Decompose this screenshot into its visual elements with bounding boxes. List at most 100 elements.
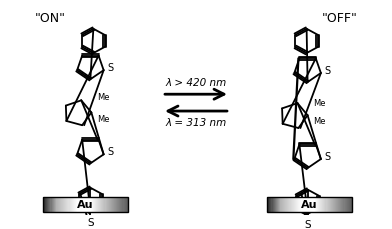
Bar — [60, 197, 61, 212]
Bar — [74, 197, 75, 212]
Bar — [111, 197, 112, 212]
Bar — [80, 197, 81, 212]
Bar — [287, 197, 289, 212]
Bar — [53, 197, 54, 212]
Text: Au: Au — [301, 199, 318, 210]
Bar — [300, 197, 301, 212]
Text: Me: Me — [97, 93, 110, 101]
Bar — [327, 197, 328, 212]
Bar — [83, 197, 84, 212]
Bar — [59, 197, 60, 212]
Bar — [100, 197, 101, 212]
Text: "OFF": "OFF" — [321, 12, 358, 25]
Text: S: S — [304, 220, 311, 229]
Bar — [278, 197, 279, 212]
Bar — [295, 197, 296, 212]
Bar — [286, 197, 287, 212]
Bar — [292, 197, 293, 212]
Bar — [349, 197, 350, 212]
Bar — [336, 197, 337, 212]
Bar — [64, 197, 65, 212]
Bar — [93, 197, 94, 212]
Bar — [269, 197, 270, 212]
Bar — [65, 197, 66, 212]
Bar — [63, 197, 64, 212]
Bar — [320, 197, 321, 212]
Bar — [332, 197, 333, 212]
Text: S: S — [107, 63, 113, 73]
Bar — [97, 197, 98, 212]
Bar — [56, 197, 57, 212]
Bar — [99, 197, 100, 212]
Bar — [62, 197, 63, 212]
Bar — [301, 197, 302, 212]
Bar — [125, 197, 127, 212]
Bar — [105, 197, 107, 212]
Bar — [104, 197, 105, 212]
Bar — [314, 197, 315, 212]
Bar — [302, 197, 303, 212]
Text: Me: Me — [313, 99, 326, 108]
Bar — [115, 197, 116, 212]
Text: S: S — [107, 147, 113, 157]
Bar — [293, 197, 294, 212]
Text: Au: Au — [77, 199, 94, 210]
Bar — [282, 197, 283, 212]
Bar — [285, 197, 286, 212]
Bar — [304, 197, 305, 212]
Bar — [276, 197, 277, 212]
Bar — [89, 197, 90, 212]
Bar — [305, 197, 307, 212]
Bar — [51, 197, 53, 212]
Bar — [54, 197, 55, 212]
Bar — [66, 197, 67, 212]
Bar — [335, 197, 336, 212]
Text: λ > 420 nm: λ > 420 nm — [165, 78, 227, 88]
Bar — [73, 197, 74, 212]
Bar — [280, 197, 281, 212]
Bar — [75, 197, 76, 212]
Bar — [85, 197, 87, 212]
Text: λ = 313 nm: λ = 313 nm — [165, 117, 227, 128]
Bar — [98, 197, 99, 212]
Bar — [113, 197, 114, 212]
Bar — [343, 197, 345, 212]
Bar — [340, 197, 341, 212]
Bar — [330, 197, 331, 212]
Bar — [325, 197, 327, 212]
Bar — [58, 197, 59, 212]
Bar — [43, 197, 128, 212]
Bar — [69, 197, 71, 212]
Bar — [76, 197, 77, 212]
Bar — [107, 197, 108, 212]
Bar — [87, 197, 89, 212]
Bar — [331, 197, 332, 212]
Bar — [95, 197, 96, 212]
Bar — [315, 197, 316, 212]
Bar — [319, 197, 320, 212]
Bar — [122, 197, 123, 212]
Bar — [321, 197, 322, 212]
Bar — [350, 197, 351, 212]
Bar — [298, 197, 299, 212]
Bar — [347, 197, 348, 212]
Bar — [90, 197, 91, 212]
Bar — [267, 197, 268, 212]
Bar — [338, 197, 339, 212]
Bar — [117, 197, 118, 212]
Bar — [119, 197, 120, 212]
Bar — [289, 197, 290, 212]
Bar — [313, 197, 314, 212]
Bar — [333, 197, 334, 212]
Bar — [322, 197, 323, 212]
Bar — [309, 197, 310, 212]
Bar — [101, 197, 102, 212]
Bar — [323, 197, 325, 212]
Bar — [127, 197, 128, 212]
Bar — [303, 197, 304, 212]
Bar — [57, 197, 58, 212]
Bar — [108, 197, 109, 212]
Bar — [328, 197, 330, 212]
Bar — [91, 197, 92, 212]
Bar — [102, 197, 103, 212]
